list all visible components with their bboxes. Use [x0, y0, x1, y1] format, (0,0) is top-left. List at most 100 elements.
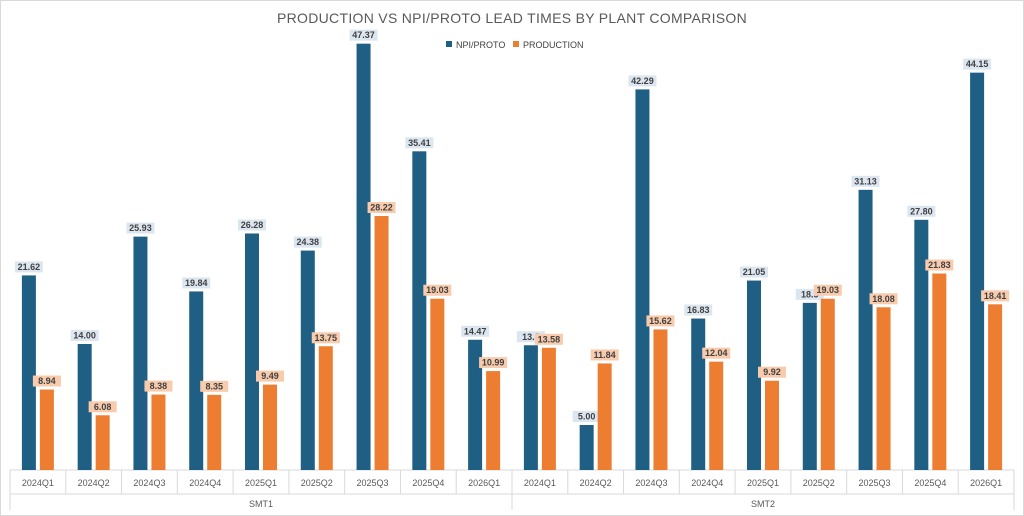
data-label-bg [572, 411, 601, 422]
data-label: 11.84 [594, 350, 616, 360]
bar-production [95, 415, 110, 470]
bar-production [151, 394, 166, 470]
data-label-bg [907, 205, 936, 217]
data-label: 21.05 [743, 267, 766, 277]
x-tick-label: 2025Q2 [301, 478, 333, 488]
bar-npi-proto [635, 89, 650, 470]
data-label: 9.92 [763, 367, 781, 377]
data-label-bg [32, 375, 61, 387]
x-tick-label: 2025Q4 [412, 478, 444, 488]
data-label-bg [14, 261, 43, 273]
data-label: 25.93 [129, 223, 152, 233]
data-label-bg [182, 277, 211, 289]
bar-production [541, 347, 556, 470]
data-label: 31.13 [854, 176, 877, 186]
data-label: 35.41 [408, 138, 431, 148]
x-tick-label: 2026Q1 [468, 478, 500, 488]
data-label-bg [126, 222, 155, 234]
x-tick-label: 2024Q1 [524, 478, 556, 488]
data-label: 5.00 [578, 412, 596, 422]
plot-area: 2024Q1 2024Q2 2024Q3 2024Q4 2025Q1 2025Q2 2025… [9, 29, 1015, 510]
data-label-bg [367, 202, 396, 214]
data-label-bg [646, 315, 675, 327]
x-tick-label: 2024Q2 [580, 478, 612, 488]
x-tick-label: 2025Q4 [914, 478, 946, 488]
group-label: SMT1 [249, 499, 273, 509]
legend-label-npi-proto: NPI/PROTO [456, 40, 505, 50]
bar-production [318, 346, 333, 470]
data-label-bg [516, 331, 545, 343]
data-label: 21.62 [18, 262, 41, 272]
data-label: 15.62 [649, 316, 672, 326]
data-label: 10.99 [482, 358, 505, 368]
data-label-bg [479, 357, 508, 369]
data-label: 18.5 [801, 289, 819, 299]
legend-label-production: PRODUCTION [523, 40, 584, 50]
bar-production [765, 380, 779, 470]
bar-production [374, 216, 389, 470]
bar-production [988, 304, 1003, 470]
x-tick-label: 2025Q2 [803, 478, 835, 488]
legend-swatch-production [513, 41, 519, 47]
bar-npi-proto [747, 280, 761, 470]
data-label: 47.37 [352, 30, 375, 40]
data-label: 19.03 [426, 285, 449, 295]
bar-npi-proto [970, 72, 985, 471]
data-label: 18.41 [984, 291, 1007, 301]
bar-production [876, 307, 891, 470]
data-label-bg [461, 325, 490, 337]
x-tick-label: 2024Q3 [635, 478, 667, 488]
data-label-bg [144, 380, 173, 392]
data-label: 12.04 [705, 348, 728, 358]
bar-npi-proto [21, 275, 36, 470]
data-label: 18.08 [872, 294, 895, 304]
x-tick-label: 2024Q1 [22, 478, 54, 488]
x-tick-label: 2024Q2 [78, 478, 110, 488]
bar-npi-proto [523, 345, 538, 470]
x-tick-label: 2025Q3 [357, 478, 389, 488]
x-tick-label: 2025Q3 [859, 478, 891, 488]
bar-npi-proto [858, 189, 873, 470]
data-label: 21.83 [928, 260, 951, 270]
bar-npi-proto [468, 339, 483, 470]
bar-npi-proto [189, 291, 204, 470]
bar-production [932, 273, 947, 470]
x-tick-label: 2026Q1 [970, 478, 1002, 488]
data-label: 8.38 [150, 381, 168, 391]
bar-production [39, 389, 54, 470]
data-label: 24.38 [297, 237, 320, 247]
bar-npi-proto [691, 318, 706, 470]
bar-npi-proto [245, 233, 259, 470]
data-label: 42.29 [631, 76, 654, 86]
data-label: 19.03 [817, 285, 840, 295]
data-label-bg [423, 284, 452, 296]
legend: NPI/PROTO PRODUCTION [446, 40, 584, 50]
x-tick-label: 2024Q4 [691, 478, 723, 488]
data-label: 6.08 [94, 402, 112, 412]
data-label-bg [758, 366, 786, 378]
data-label-bg [628, 75, 657, 87]
x-tick-label: 2024Q4 [189, 478, 221, 488]
bar-production [207, 394, 222, 470]
bar-npi-proto [356, 43, 371, 471]
x-tick-label: 2025Q1 [747, 478, 779, 488]
data-label: 26.28 [241, 220, 264, 230]
bar-npi-proto [579, 425, 594, 470]
bar-production [820, 298, 835, 470]
data-label: 28.22 [370, 203, 393, 213]
data-label-bg [88, 401, 117, 413]
data-label-bg [851, 175, 880, 187]
bar-npi-proto [914, 219, 929, 470]
bar-npi-proto [802, 302, 817, 470]
data-label-bg [869, 293, 898, 305]
data-label: 13.75 [315, 333, 338, 343]
group-label: SMT2 [751, 499, 775, 509]
data-label-bg [200, 380, 229, 392]
data-label: 27.80 [910, 206, 933, 216]
data-label: 13.58 [538, 334, 561, 344]
data-label-bg [238, 219, 266, 231]
legend-swatch-npi-proto [446, 41, 452, 47]
data-label: 8.35 [205, 381, 223, 391]
